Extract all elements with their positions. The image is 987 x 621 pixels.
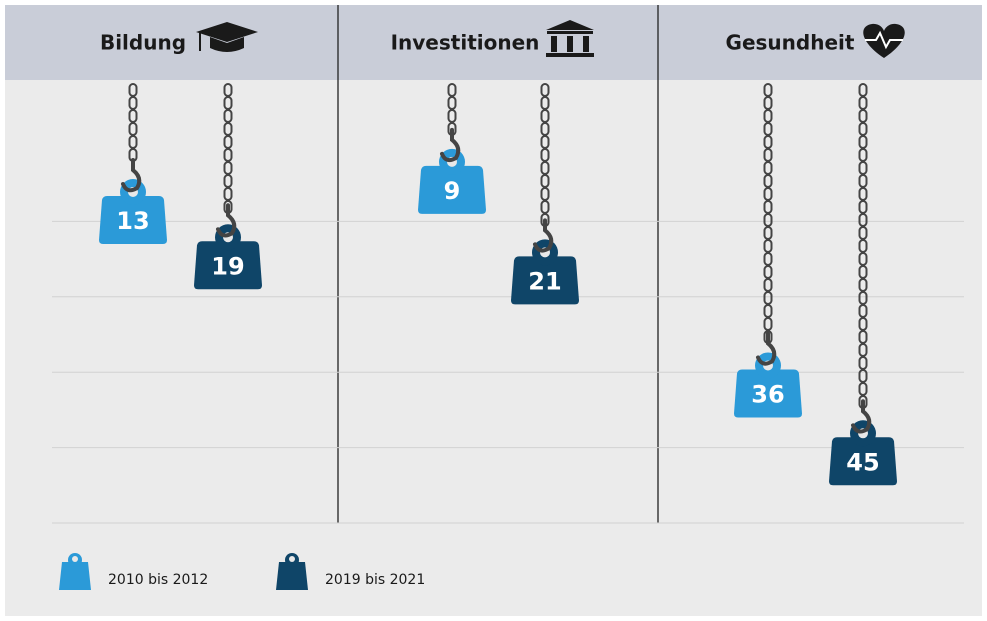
- background: [5, 5, 982, 616]
- hook: [216, 203, 237, 238]
- value-label: 21: [528, 267, 561, 295]
- icon-heart: [863, 23, 905, 58]
- weight-body: [511, 256, 579, 305]
- legend-hole: [289, 556, 295, 562]
- legend-body: [59, 562, 91, 590]
- category-label: Gesundheit: [726, 31, 855, 55]
- legend-swatch: [59, 553, 91, 590]
- hook: [851, 399, 872, 434]
- legend-swatch: [276, 553, 308, 590]
- hanging-weight: 9: [418, 83, 486, 214]
- value-label: 19: [211, 252, 244, 280]
- weight-body: [99, 196, 167, 245]
- legend-label: 2010 bis 2012: [108, 572, 208, 588]
- legend-body: [276, 562, 308, 590]
- hook: [440, 127, 461, 163]
- value-label: 45: [846, 448, 879, 476]
- hanging-weight: 19: [194, 83, 262, 290]
- weight-body: [734, 369, 802, 418]
- hanging-weight: 36: [734, 83, 802, 418]
- hanging-weight: 13: [99, 83, 167, 245]
- value-label: 36: [751, 380, 784, 408]
- hook: [756, 331, 777, 366]
- category-label: Bildung: [100, 31, 186, 55]
- hanging-weight: 45: [829, 83, 897, 486]
- weight-body: [194, 241, 262, 290]
- icon-graduation: [196, 22, 258, 52]
- category-label: Investitionen: [391, 31, 540, 55]
- legend-hole: [72, 556, 78, 562]
- header-band: [5, 5, 982, 80]
- hook: [533, 218, 554, 253]
- value-label: 13: [116, 207, 149, 235]
- hanging-weight: 21: [511, 83, 579, 305]
- value-label: 9: [444, 177, 461, 205]
- weight-body: [418, 165, 486, 214]
- legend-label: 2019 bis 2021: [325, 572, 425, 588]
- hook: [121, 158, 142, 193]
- weight-body: [829, 437, 897, 486]
- icon-bank: [546, 20, 594, 57]
